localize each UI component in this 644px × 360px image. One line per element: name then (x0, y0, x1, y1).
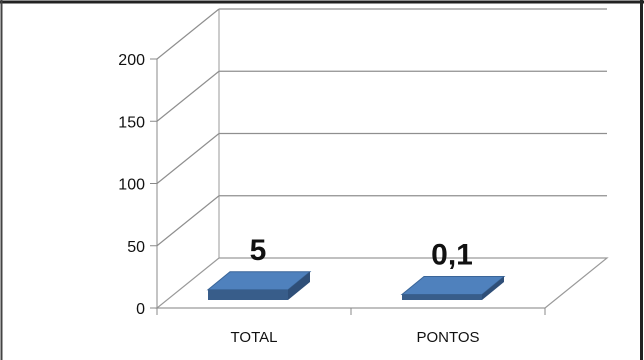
bar-front-face (208, 289, 288, 300)
y-tick-label: 100 (118, 177, 145, 194)
y-tick-label: 0 (136, 301, 145, 318)
bar-side-face (288, 271, 310, 300)
bar-side-face (482, 276, 504, 300)
gridline-diagonal-150 (156, 70, 220, 122)
labels: 0 50 100 150 200 TOTAL 5 PONTOS 0,1 (118, 52, 479, 346)
gridline-diagonal-200 (156, 8, 220, 60)
floor-plane (155, 257, 609, 309)
x-category-label: TOTAL (231, 329, 278, 346)
y-tick-label: 200 (118, 52, 145, 69)
axes (150, 58, 546, 315)
gridline-diagonal-100 (156, 133, 220, 184)
bar-front-face (402, 294, 482, 300)
bar-pontos (400, 276, 506, 300)
data-label-total: 5 (250, 234, 267, 267)
x-category-label: PONTOS (416, 329, 479, 346)
y-tick-label: 150 (118, 114, 145, 131)
gridline-diagonal-50 (156, 195, 220, 247)
y-tick-label: 50 (127, 239, 145, 256)
bar-total (206, 271, 312, 300)
bars (206, 271, 506, 300)
gridlines (155, 8, 609, 309)
data-label-pontos: 0,1 (431, 239, 473, 272)
